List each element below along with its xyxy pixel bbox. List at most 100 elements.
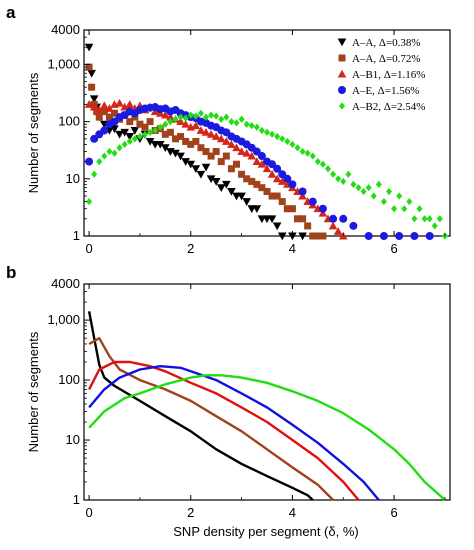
a-point-series-2	[176, 117, 185, 126]
b-xtick-label: 0	[85, 505, 92, 520]
a-point-series-2	[191, 121, 201, 130]
a-xtick-label: 2	[187, 241, 194, 256]
a-point-series-1	[88, 83, 96, 91]
a-point-series-0	[181, 158, 190, 166]
a-point-series-3	[329, 214, 338, 223]
a-point-series-0	[196, 170, 206, 179]
a-point-series-4	[243, 120, 250, 128]
b-ytick-label: 10	[66, 432, 80, 447]
a-point-series-2	[252, 157, 262, 166]
b-xtick-label: 2	[187, 505, 194, 520]
a-point-series-4	[187, 111, 194, 119]
a-point-series-3	[283, 174, 292, 183]
a-point-series-4	[335, 175, 342, 183]
a-point-series-4	[197, 109, 204, 117]
a-point-series-2	[94, 105, 104, 114]
a-point-series-4	[345, 170, 352, 178]
a-point-series-4	[218, 115, 225, 123]
a-point-series-4	[157, 123, 164, 131]
a-point-series-2	[222, 137, 231, 145]
a-point-series-2	[232, 143, 241, 152]
a-point-series-1	[136, 120, 144, 128]
a-point-series-0	[211, 177, 221, 186]
a-point-series-4	[380, 197, 387, 206]
a-point-series-1	[294, 215, 301, 223]
b-xtick-label: 6	[390, 505, 397, 520]
b-xtick-label: 4	[289, 505, 296, 520]
a-point-series-4	[192, 112, 199, 120]
a-point-series-1	[283, 205, 291, 213]
a-point-series-3	[379, 232, 388, 240]
a-point-series-2	[211, 132, 221, 140]
a-point-series-4	[319, 160, 326, 168]
a-ytick-label: 1,000	[47, 56, 80, 71]
b-line-series-3	[88, 365, 380, 501]
a-point-series-2	[216, 134, 226, 143]
a-point-series-4	[436, 215, 443, 223]
a-point-series-4	[213, 112, 220, 120]
a-legend-marker-2	[337, 69, 347, 78]
panel-b: b 0 2 4 6 1 10 100 1,000 4000 Number of segments…	[6, 263, 451, 539]
a-point-series-4	[360, 187, 367, 196]
a-point-series-4	[136, 132, 143, 141]
a-point-series-2	[277, 177, 287, 185]
a-point-series-4	[284, 137, 291, 146]
panel-a-ticks: 0 2 4 6 1 10 100 1,000 4000	[47, 22, 446, 256]
a-point-series-4	[299, 147, 306, 156]
a-point-series-1	[197, 144, 205, 152]
a-point-series-2	[333, 227, 343, 235]
a-point-series-1	[177, 132, 185, 140]
a-point-series-1	[309, 232, 317, 240]
a-xtick-label: 4	[289, 241, 296, 256]
a-point-series-1	[207, 152, 215, 160]
a-point-series-4	[309, 152, 316, 160]
a-point-series-1	[304, 222, 312, 230]
a-point-series-2	[181, 119, 190, 128]
a-point-series-0	[206, 175, 216, 184]
a-point-series-1	[146, 118, 154, 126]
panel-a: a 0 2 4 6 1 10 100 1,000 4000 Number of segments…	[6, 3, 451, 256]
a-point-series-0	[186, 160, 196, 169]
panel-b-ylabel: Number of segments	[26, 331, 41, 452]
panel-b-xlabel: SNP density per segment (δ, %)	[173, 524, 358, 539]
a-point-series-4	[330, 170, 337, 178]
a-point-series-4	[411, 215, 418, 223]
a-point-series-4	[370, 192, 377, 200]
a-point-series-1	[273, 192, 281, 200]
a-point-series-1	[187, 140, 195, 148]
a-point-series-2	[100, 101, 109, 110]
a-point-series-1	[227, 165, 235, 173]
a-point-series-4	[116, 144, 123, 152]
a-point-series-0	[110, 125, 119, 134]
a-point-series-0	[227, 188, 236, 196]
a-point-series-4	[279, 135, 286, 143]
a-point-series-1	[141, 123, 149, 131]
a-point-series-2	[201, 128, 211, 136]
a-point-series-4	[253, 123, 260, 131]
a-point-series-0	[125, 133, 135, 141]
a-ytick-label: 1	[73, 228, 80, 243]
a-point-series-4	[172, 115, 179, 123]
a-point-series-3	[425, 232, 434, 240]
a-point-series-3	[257, 152, 266, 161]
a-point-series-1	[202, 148, 210, 156]
a-xtick-label: 0	[85, 241, 92, 256]
a-legend-marker-3	[338, 86, 346, 94]
a-ytick-label: 10	[66, 171, 80, 186]
a-point-series-2	[267, 169, 277, 178]
a-legend-label-1: A–A, Δ=0.72%	[352, 53, 421, 65]
a-ytick-label: 4000	[51, 22, 80, 37]
panel-b-ticks: 0 2 4 6 1 10 100 1,000 4000	[47, 276, 446, 520]
a-point-series-4	[325, 165, 331, 173]
a-point-series-4	[142, 130, 148, 138]
a-point-series-2	[105, 104, 114, 112]
panel-b-marks	[87, 311, 446, 501]
a-point-series-2	[120, 102, 129, 111]
a-legend-marker-4	[339, 102, 345, 110]
a-point-series-0	[277, 232, 287, 241]
a-point-series-0	[161, 144, 170, 152]
a-point-series-4	[396, 192, 403, 200]
a-point-series-0	[222, 180, 231, 189]
a-point-series-3	[308, 197, 317, 206]
a-point-series-4	[121, 140, 128, 148]
